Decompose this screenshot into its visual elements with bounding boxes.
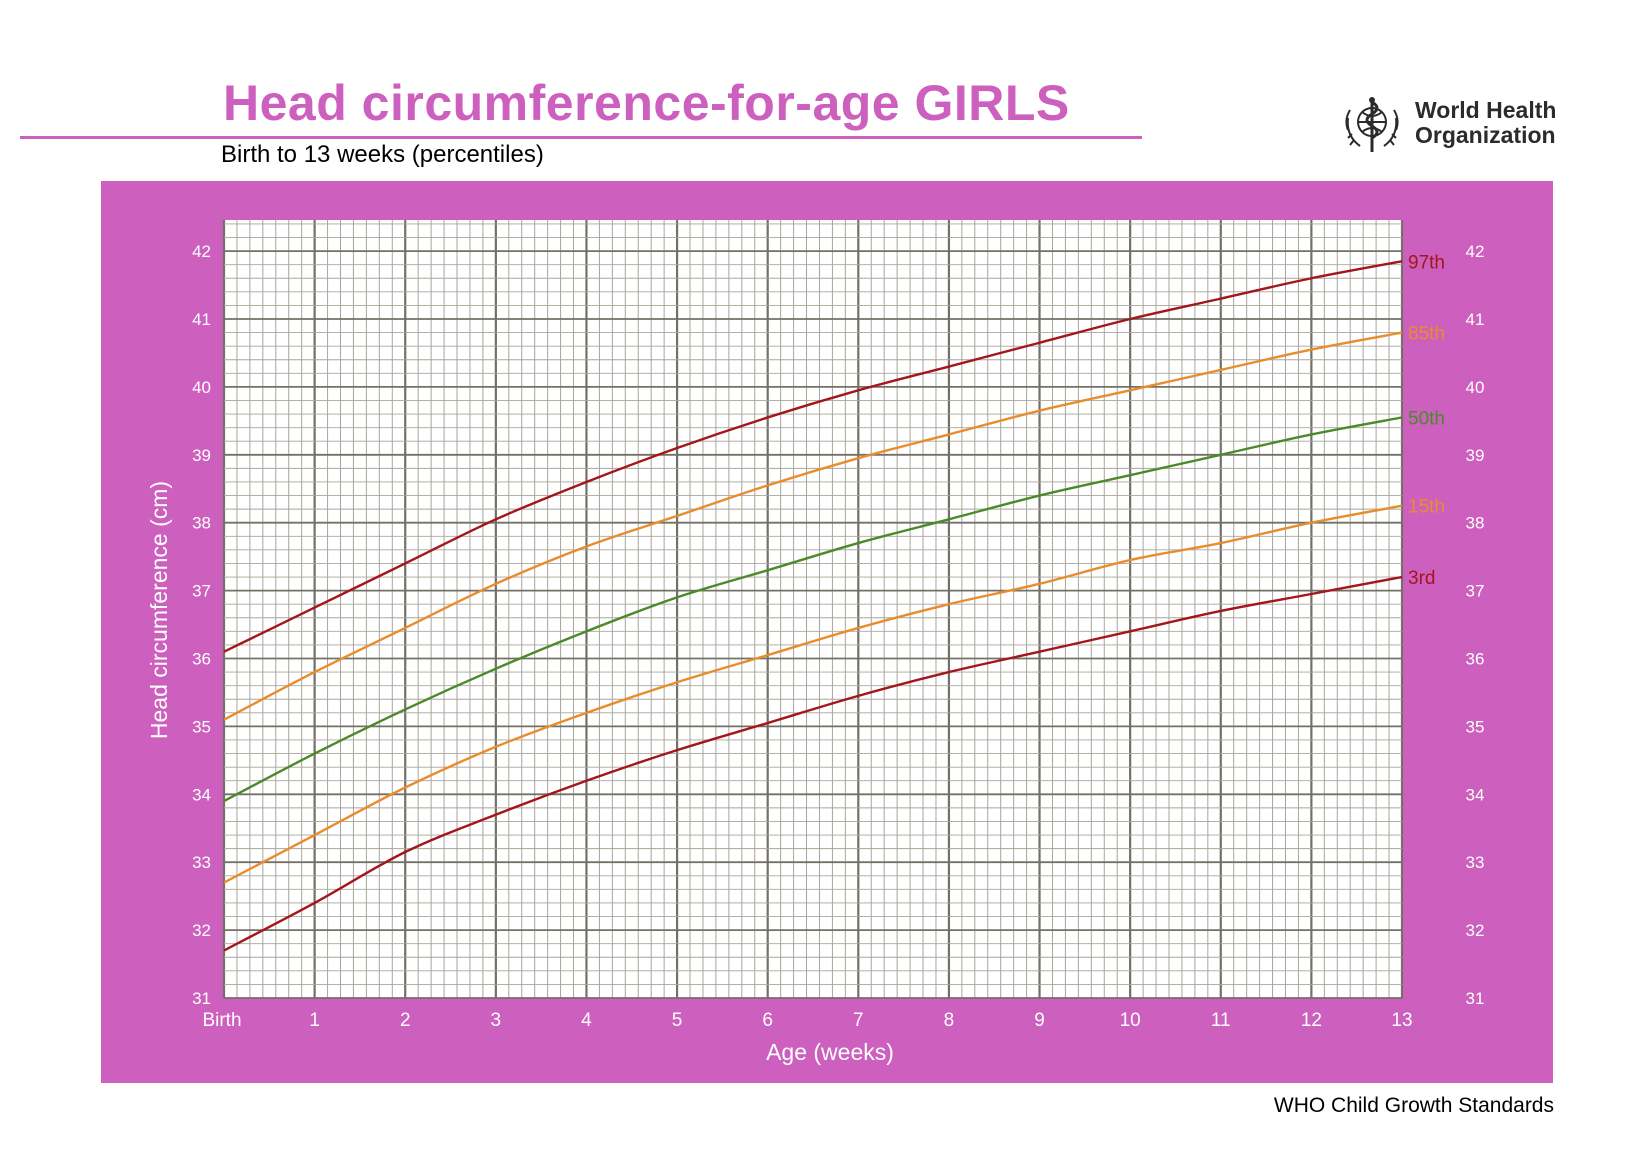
footer-credit: WHO Child Growth Standards — [1273, 1094, 1554, 1117]
x-tick-label: 2 — [400, 1010, 411, 1031]
series-label-85th: 85th — [1408, 324, 1445, 345]
y-tick-label-right: 41 — [1466, 310, 1485, 329]
x-tick-label: 6 — [762, 1010, 773, 1031]
y-tick-label-left: 40 — [192, 378, 211, 397]
series-line-15th — [223, 504, 1403, 884]
percentile-labels: 97th 85th 50th 15th 3rd — [1408, 252, 1445, 589]
series-line-50th — [223, 416, 1403, 803]
percentile-lines — [223, 260, 1403, 952]
y-tick-label-left: 32 — [192, 921, 211, 940]
who-emblem-icon — [1345, 97, 1399, 152]
y-tick-label-right: 38 — [1466, 514, 1485, 533]
x-tick-label: 11 — [1211, 1010, 1231, 1031]
x-tick-label: 8 — [944, 1010, 955, 1031]
y-axis-label: Head circumference (cm) — [146, 481, 172, 739]
y-tick-label-left: 35 — [192, 717, 211, 736]
page-title: Head circumference-for-age GIRLS — [223, 75, 1070, 131]
plot-area — [224, 220, 1402, 998]
x-axis-label: Age (weeks) — [766, 1039, 894, 1065]
logo-line-2: Organization — [1415, 122, 1556, 148]
x-tick-label: 1 — [309, 1010, 320, 1031]
series-label-3rd: 3rd — [1408, 568, 1435, 589]
y-tick-label-left: 33 — [192, 853, 211, 872]
x-tick-label: Birth — [202, 1010, 241, 1031]
y-tick-label-left: 36 — [192, 650, 211, 669]
y-tick-label-right: 42 — [1466, 242, 1485, 261]
y-tick-label-right: 32 — [1466, 921, 1485, 940]
y-tick-label-left: 39 — [192, 446, 211, 465]
y-tick-label-right: 35 — [1466, 717, 1485, 736]
x-tick-label: 7 — [853, 1010, 864, 1031]
x-tick-label: 4 — [581, 1010, 592, 1031]
x-axis: Birth 1 2 3 4 5 6 7 8 9 10 11 12 13 — [202, 1010, 1412, 1031]
y-tick-label-right: 37 — [1466, 582, 1485, 601]
y-tick-label-right: 34 — [1466, 785, 1485, 804]
series-line-85th — [223, 331, 1403, 721]
y-tick-label-right: 36 — [1466, 650, 1485, 669]
series-line-3rd — [223, 575, 1403, 952]
series-label-15th: 15th — [1408, 497, 1445, 518]
y-tick-label-right: 40 — [1466, 378, 1485, 397]
y-tick-label-left: 37 — [192, 582, 211, 601]
logo-text: World Health Organization — [1415, 98, 1556, 148]
page-subtitle: Birth to 13 weeks (percentiles) — [221, 141, 544, 168]
y-tick-label-right: 39 — [1466, 446, 1485, 465]
y-tick-label-left: 38 — [192, 514, 211, 533]
y-axis-left: 31 32 33 34 35 36 37 38 39 40 41 42 — [192, 242, 211, 1008]
y-tick-label-right: 31 — [1466, 989, 1485, 1008]
x-tick-label: 12 — [1301, 1010, 1322, 1031]
x-tick-label: 10 — [1120, 1010, 1141, 1031]
series-label-50th: 50th — [1408, 408, 1445, 429]
x-tick-label: 13 — [1391, 1010, 1412, 1031]
y-tick-label-right: 33 — [1466, 853, 1485, 872]
x-tick-label: 9 — [1034, 1010, 1045, 1031]
y-tick-label-left: 41 — [192, 310, 211, 329]
series-label-97th: 97th — [1408, 252, 1445, 273]
y-tick-label-left: 34 — [192, 785, 211, 804]
series-line-97th — [223, 260, 1403, 653]
x-tick-label: 5 — [672, 1010, 683, 1031]
title-underline — [20, 136, 1142, 139]
grid-lines — [222, 220, 1404, 999]
y-axis-right: 31 32 33 34 35 36 37 38 39 40 41 42 — [1466, 242, 1485, 1008]
logo-line-1: World Health — [1415, 97, 1557, 123]
who-logo: World Health Organization — [1338, 90, 1578, 158]
y-tick-label-left: 31 — [192, 989, 211, 1008]
x-tick-label: 3 — [491, 1010, 502, 1031]
y-tick-label-left: 42 — [192, 242, 211, 261]
